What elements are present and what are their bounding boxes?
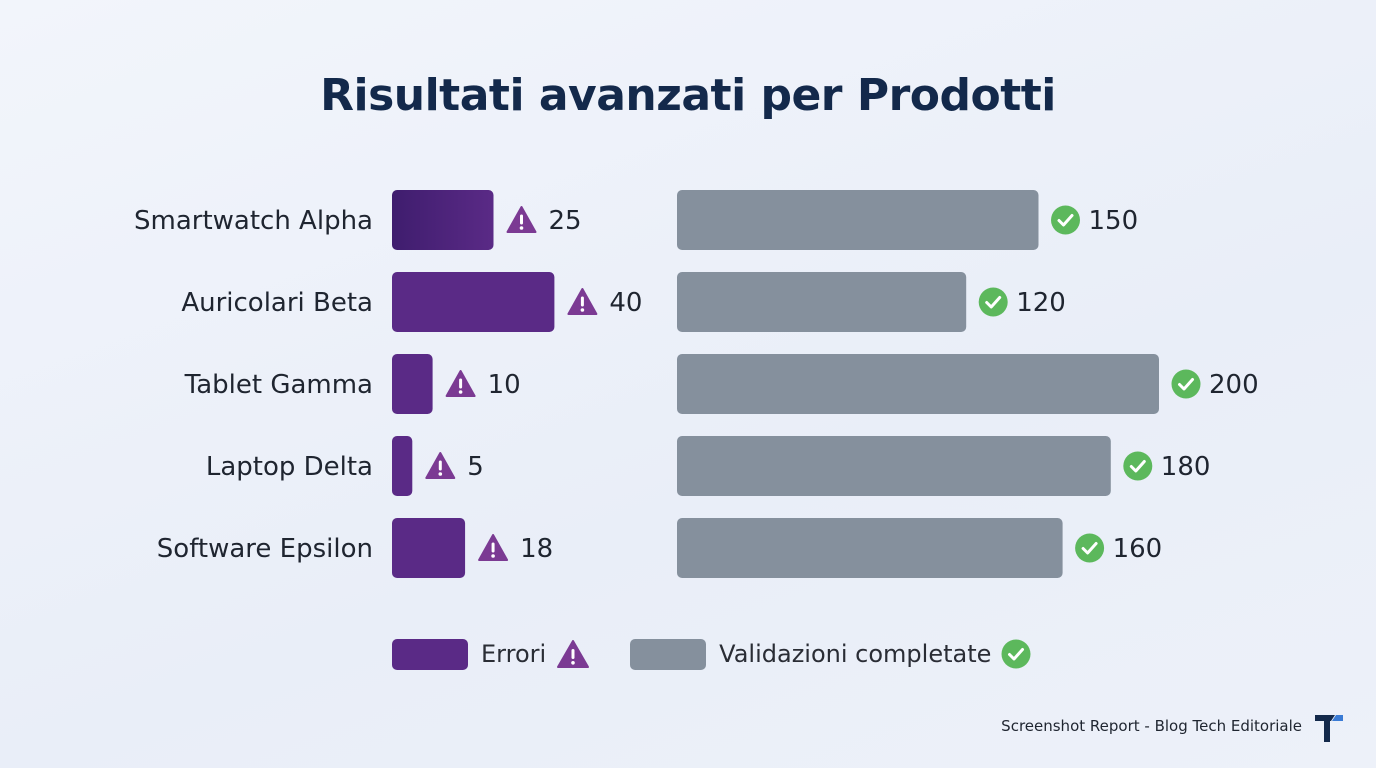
validation-value-label: 160 bbox=[1113, 534, 1163, 564]
error-bar bbox=[392, 354, 433, 414]
validation-bar bbox=[677, 272, 967, 332]
error-bar bbox=[392, 190, 494, 250]
legend-label-validations: Validazioni completate bbox=[719, 640, 992, 668]
footer-text: Screenshot Report - Blog Tech Editoriale bbox=[1001, 717, 1302, 735]
warning-triangle-icon bbox=[557, 640, 590, 668]
validation-value-label: 120 bbox=[1016, 288, 1066, 318]
category-label: Smartwatch Alpha bbox=[134, 206, 373, 236]
error-value-label: 5 bbox=[467, 452, 484, 482]
validation-value-label: 150 bbox=[1089, 206, 1139, 236]
check-circle-icon bbox=[1075, 533, 1105, 563]
chart-title: Risultati avanzati per Prodotti bbox=[320, 70, 1056, 121]
error-value-label: 40 bbox=[609, 288, 642, 318]
legend-swatch-errors bbox=[392, 638, 468, 670]
category-label: Tablet Gamma bbox=[184, 370, 373, 400]
warning-triangle-icon bbox=[567, 288, 598, 315]
category-label: Auricolari Beta bbox=[181, 288, 373, 318]
bar-chart: Smartwatch Alpha 25 150 Auricolari Beta 40 12… bbox=[134, 190, 1259, 578]
validation-bar bbox=[677, 190, 1039, 250]
warning-triangle-icon bbox=[425, 452, 456, 479]
error-value-label: 25 bbox=[549, 206, 582, 236]
validation-value-label: 180 bbox=[1161, 452, 1211, 482]
legend-label-errors: Errori bbox=[481, 640, 547, 668]
validation-bar bbox=[677, 354, 1159, 414]
check-circle-icon bbox=[1051, 205, 1080, 235]
error-bar bbox=[392, 272, 555, 332]
warning-triangle-icon bbox=[445, 370, 476, 397]
warning-triangle-icon bbox=[506, 206, 537, 233]
category-label: Software Epsilon bbox=[157, 534, 373, 564]
check-circle-icon bbox=[1001, 639, 1031, 669]
check-circle-icon bbox=[978, 287, 1008, 317]
check-circle-icon bbox=[1123, 451, 1153, 481]
validation-bar bbox=[677, 518, 1063, 578]
category-label: Laptop Delta bbox=[206, 452, 373, 482]
t-logo-icon bbox=[1315, 715, 1343, 742]
check-circle-icon bbox=[1171, 369, 1201, 399]
validation-bar bbox=[677, 436, 1111, 496]
error-value-label: 10 bbox=[488, 370, 521, 400]
error-bar bbox=[392, 518, 466, 578]
error-bar bbox=[392, 436, 413, 496]
warning-triangle-icon bbox=[478, 534, 509, 561]
legend-swatch-validations bbox=[630, 638, 707, 670]
validation-value-label: 200 bbox=[1209, 370, 1259, 400]
error-value-label: 18 bbox=[520, 534, 553, 564]
legend: Errori Validazioni completate bbox=[392, 638, 1031, 670]
